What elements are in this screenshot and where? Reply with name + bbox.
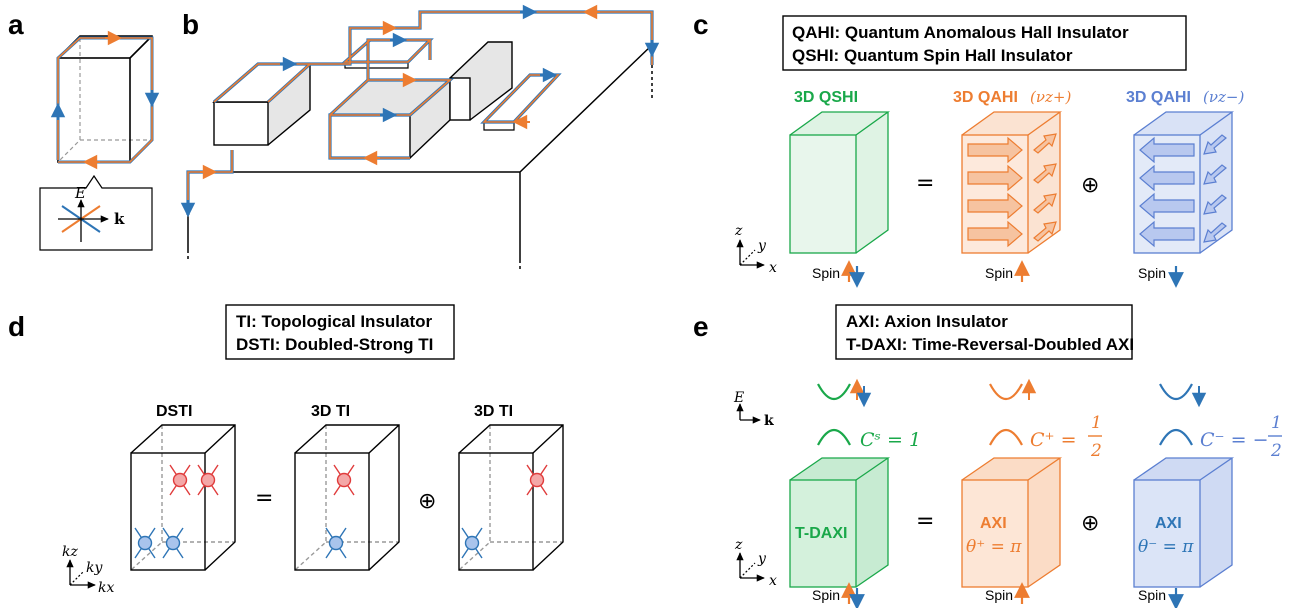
panel-d-ti2-title: 3D TI (474, 403, 513, 420)
panel-e-legend-line-1: AXI: Axion Insulator (846, 312, 1008, 331)
panel-c-oplus: ⊕ (1081, 173, 1099, 198)
panel-e-chern-plus-num: 1 (1091, 413, 1102, 433)
panel-d-equals: = (255, 486, 273, 511)
panel-d-legend-line-1: TI: Topological Insulator (236, 312, 433, 331)
panel-a-momentum-label: k (114, 210, 125, 228)
panel-e-axis-x: x (769, 573, 777, 589)
panel-a-energy-label: E (74, 184, 86, 202)
panel-a-edge-states (50, 30, 160, 170)
panel-a-cube (57, 35, 153, 163)
panel-d-dirac-cones (134, 464, 548, 559)
panel-e-tdaxi-label: T-DAXI (795, 525, 847, 542)
panel-d-cubes (130, 424, 564, 571)
panel-c-nu-minus: (νz−) (1203, 88, 1244, 106)
panel-e-spin-tdaxi: Spin (812, 587, 840, 603)
panel-label-a: a (8, 9, 24, 40)
panel-e-chern-minus: C⁻ = − (1200, 429, 1269, 451)
panel-e-equals: = (916, 509, 934, 534)
panel-label-c: c (693, 9, 709, 40)
panel-d-legend-line-2: DSTI: Doubled-Strong TI (236, 335, 433, 354)
panel-c-qahi-plus-cube (961, 111, 1063, 254)
panel-e-bands-green (817, 383, 851, 446)
panel-e-theta-minus: θ⁻ = π (1138, 537, 1194, 557)
panel-d-oplus: ⊕ (418, 489, 436, 514)
panel-a-dispersion-inset: E k (39, 174, 153, 251)
panel-e-axes: z y x (734, 537, 777, 589)
panel-e-oplus: ⊕ (1081, 511, 1099, 536)
panel-d-axis-kx: kx (98, 580, 114, 596)
panel-c-axis-z: z (734, 223, 743, 239)
panel-e-chern-minus-num: 1 (1271, 413, 1282, 433)
panel-c-qahi-minus-title: 3D QAHI (1126, 89, 1191, 106)
panel-c-qahi-plus-title: 3D QAHI (953, 89, 1018, 106)
panel-e-energy-label: E (733, 390, 744, 406)
panel-c-axis-y: y (757, 238, 767, 254)
panel-b-edge-states (180, 4, 660, 218)
panel-label-d: d (8, 311, 25, 342)
panel-e-axi-plus-label: AXI (980, 515, 1007, 532)
panel-d-dsti-title: DSTI (156, 403, 192, 420)
panel-e-chern-plus: C⁺ = (1030, 429, 1077, 451)
panel-e-axis-y: y (757, 551, 767, 567)
panel-d-legend: TI: Topological Insulator DSTI: Doubled-… (225, 304, 455, 360)
panel-e-bands-orange (989, 383, 1023, 446)
panel-c-legend: QAHI: Quantum Anomalous Hall Insulator Q… (782, 15, 1187, 71)
panel-c-legend-line-2: QSHI: Quantum Spin Hall Insulator (792, 46, 1073, 65)
panel-c-equals: = (916, 171, 934, 196)
panel-d-ti1-title: 3D TI (311, 403, 350, 420)
panel-c-axis-x: x (769, 260, 777, 276)
panel-e-chern-minus-den: 2 (1270, 441, 1282, 461)
panel-e-axi-plus-cube (961, 457, 1063, 588)
panel-e-legend: AXI: Axion Insulator T-DAXI: Time-Revers… (835, 304, 1134, 360)
panel-c-axes: z y x (734, 223, 777, 276)
panel-e-spin-axi-plus: Spin (985, 587, 1013, 603)
panel-e-spin-axi-minus: Spin (1138, 587, 1166, 603)
panel-c-qahi-minus-cube (1133, 111, 1235, 254)
panel-e-chern-s: Cˢ = 1 (860, 429, 921, 451)
panel-e-chern-plus-den: 2 (1090, 441, 1102, 461)
panel-e-legend-line-2: T-DAXI: Time-Reversal-Doubled AXI (846, 335, 1134, 354)
panel-b-blocks (212, 39, 560, 159)
panel-d-axis-kz: kz (62, 544, 78, 560)
panel-c-spin-qahi-minus: Spin (1138, 265, 1166, 281)
panel-c-spin-qshi: Spin (812, 265, 840, 281)
panel-e-axis-z: z (734, 537, 743, 553)
panel-e-theta-plus: θ⁺ = π (966, 537, 1022, 557)
panel-e-axi-minus-label: AXI (1155, 515, 1182, 532)
panel-c-qshi-title: 3D QSHI (794, 89, 858, 106)
panel-c-nu-plus: (νz+) (1030, 88, 1071, 106)
panel-c-spin-qahi-plus: Spin (985, 265, 1013, 281)
panel-label-e: e (693, 311, 709, 342)
panel-d-axis-ky: ky (86, 560, 103, 576)
panel-e-bands-blue (1159, 383, 1193, 446)
panel-c-legend-line-1: QAHI: Quantum Anomalous Hall Insulator (792, 23, 1129, 42)
panel-label-b: b (182, 9, 199, 40)
panel-c-qshi-cube (789, 111, 891, 254)
panel-e-ek-axes: E k (733, 390, 774, 429)
panel-e-tdaxi-cube (789, 457, 891, 588)
panel-d-axes: kz ky kx (62, 544, 114, 596)
panel-e-axi-minus-cube (1133, 457, 1235, 588)
panel-e-momentum-label: k (764, 413, 774, 429)
